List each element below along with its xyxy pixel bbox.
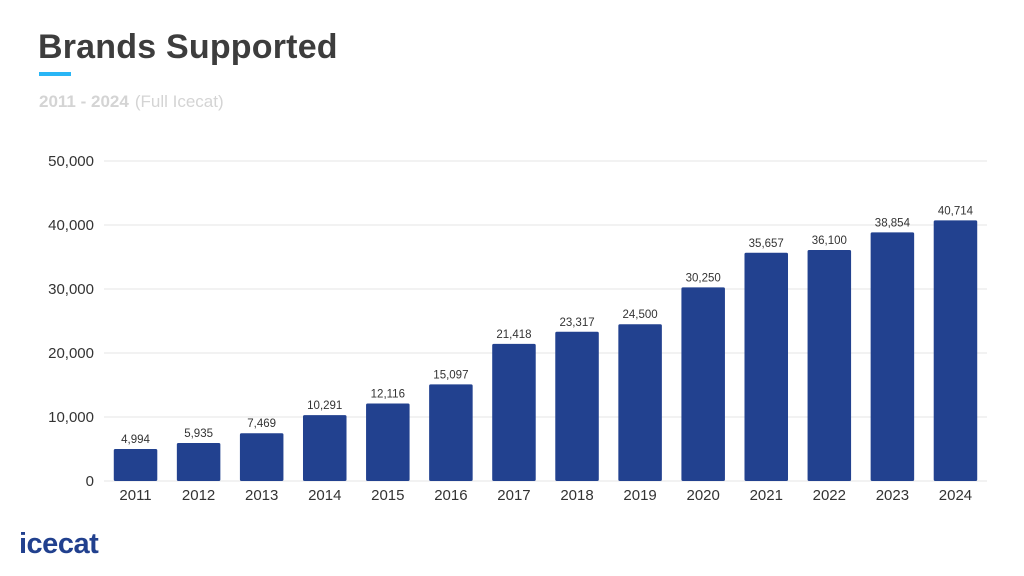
x-tick-label: 2014 (308, 487, 341, 504)
y-tick-label: 0 (86, 473, 94, 490)
bar (239, 433, 284, 481)
chart-title: Brands Supported (38, 28, 338, 66)
y-tick-label: 30,000 (48, 281, 94, 298)
y-tick-label: 10,000 (48, 409, 94, 426)
subtitle-range: 2011 - 2024 (39, 92, 129, 111)
x-tick-label: 2019 (623, 487, 656, 504)
bar (807, 249, 852, 481)
x-tick-label: 2023 (876, 487, 909, 504)
icecat-logo: icecat (19, 528, 99, 560)
x-tick-label: 2015 (371, 487, 404, 504)
data-label: 40,714 (938, 205, 974, 217)
data-label: 21,418 (496, 329, 531, 341)
data-label: 24,500 (623, 309, 658, 321)
x-tick-label: 2013 (245, 487, 278, 504)
data-label: 36,100 (812, 235, 847, 247)
data-label: 7,469 (247, 418, 276, 430)
chart-subtitle: 2011 - 2024 (Full Icecat) (39, 92, 224, 112)
x-tick-label: 2017 (497, 487, 530, 504)
data-label: 4,994 (121, 434, 150, 446)
data-label: 30,250 (686, 272, 721, 284)
bar (302, 415, 347, 481)
bar (681, 287, 725, 481)
bar (870, 232, 915, 481)
x-tick-label: 2022 (813, 487, 846, 504)
subtitle-note: (Full Icecat) (134, 92, 224, 111)
data-label: 38,854 (875, 217, 911, 229)
x-tick-label: 2020 (686, 487, 719, 504)
data-label: 5,935 (184, 428, 213, 440)
bar (366, 403, 410, 481)
x-tick-label: 2021 (750, 487, 783, 504)
data-label: 35,657 (749, 238, 784, 250)
bar (429, 384, 473, 481)
data-label: 12,116 (371, 388, 405, 400)
y-tick-label: 20,000 (48, 345, 94, 362)
bar (618, 324, 662, 481)
x-tick-label: 2024 (939, 487, 972, 504)
bar (744, 252, 789, 481)
x-tick-label: 2012 (182, 487, 215, 504)
bar (555, 331, 599, 481)
data-label: 10,291 (307, 400, 342, 412)
bar (933, 220, 978, 481)
bar (176, 443, 221, 481)
x-tick-label: 2011 (119, 487, 151, 504)
x-tick-label: 2016 (434, 487, 467, 504)
title-accent-bar (39, 72, 71, 76)
data-label: 15,097 (433, 369, 468, 381)
y-tick-label: 50,000 (48, 153, 94, 170)
x-tick-label: 2018 (560, 487, 593, 504)
bar (492, 343, 536, 481)
data-label: 23,317 (559, 317, 594, 329)
y-tick-label: 40,000 (48, 217, 94, 234)
bar (113, 449, 158, 481)
